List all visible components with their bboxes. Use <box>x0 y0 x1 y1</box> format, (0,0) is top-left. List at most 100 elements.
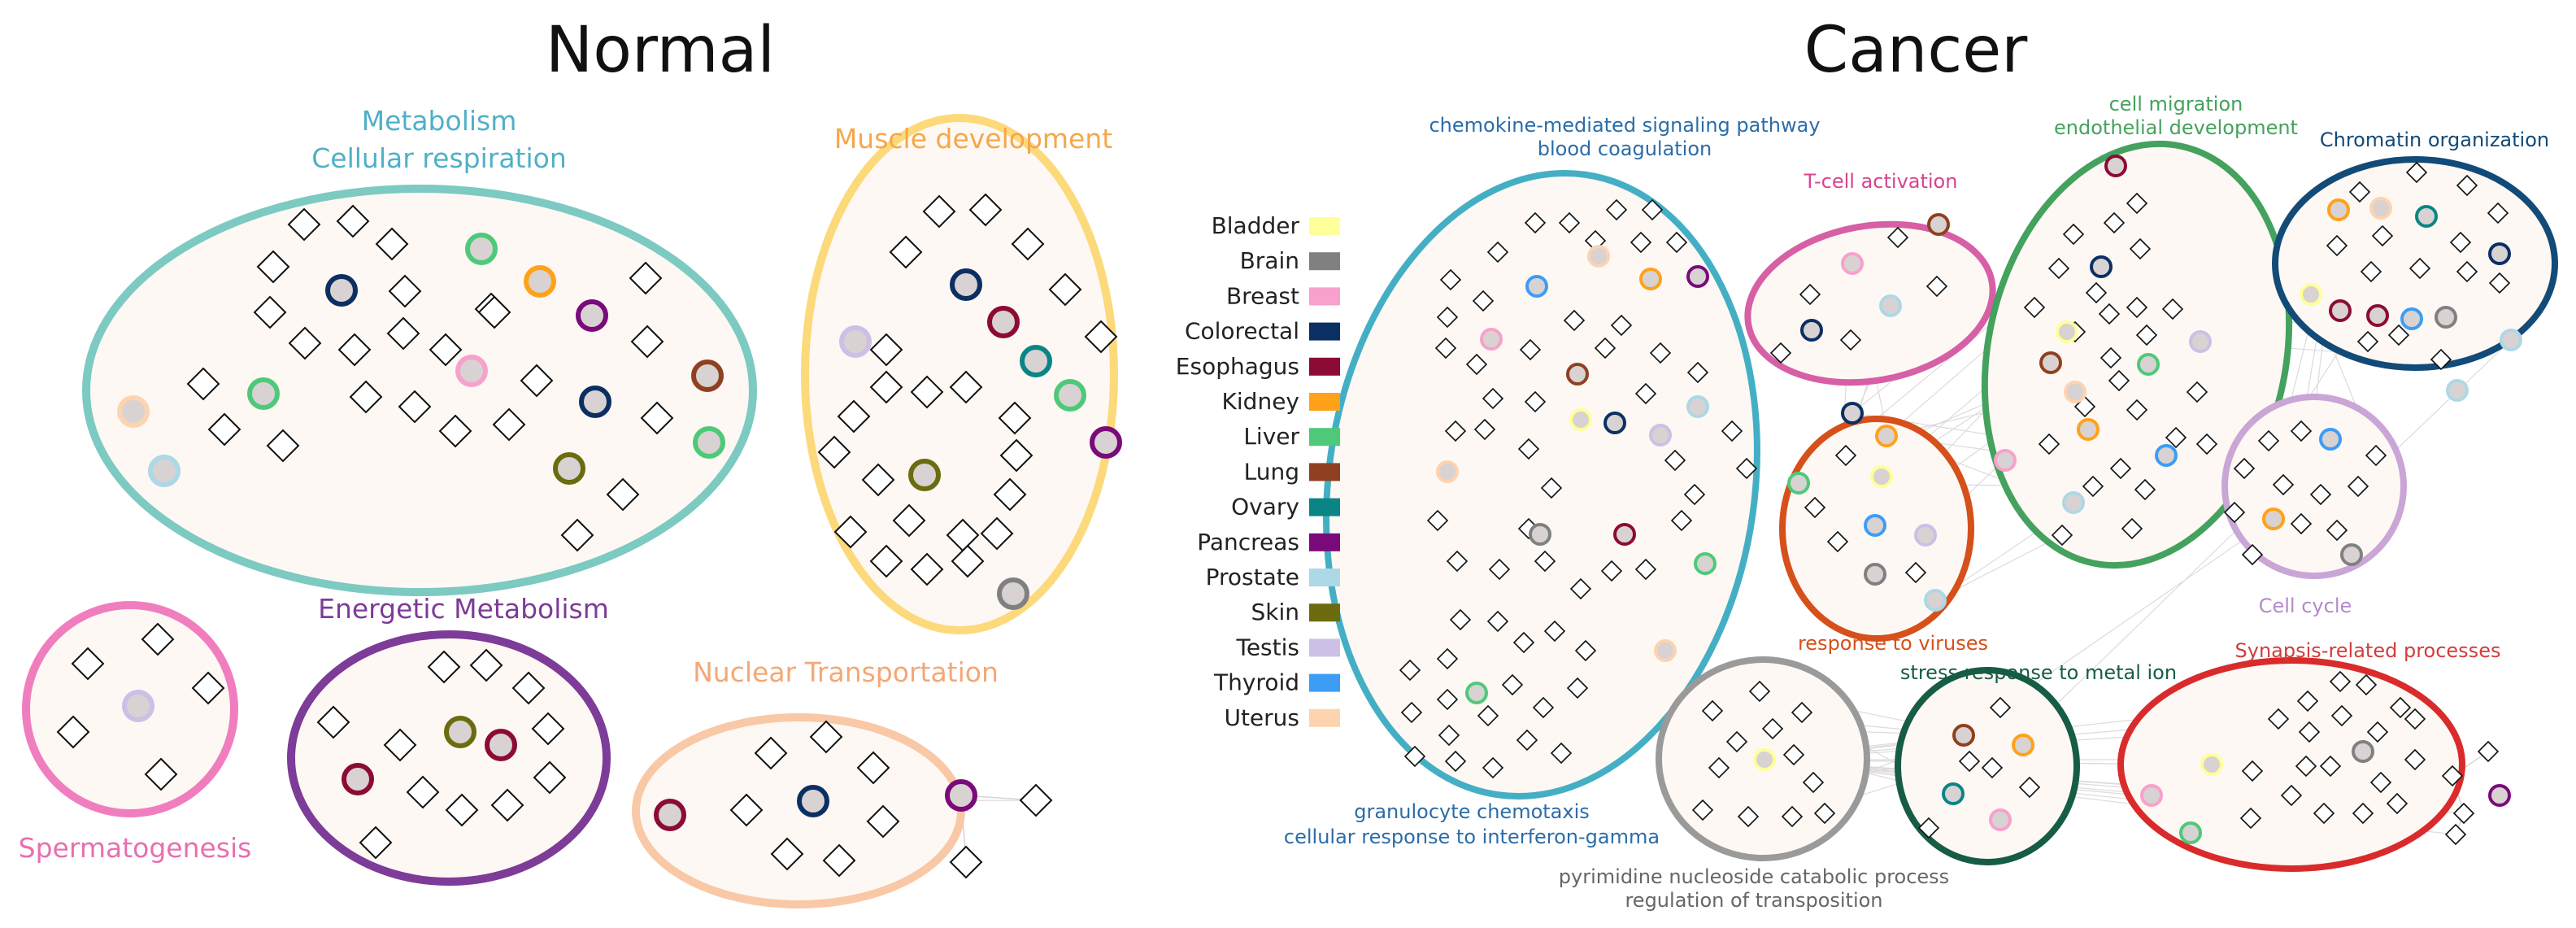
gene-diamond-node <box>2126 192 2148 215</box>
gene-diamond-node <box>892 503 926 538</box>
gene-diamond-node <box>2330 704 2353 727</box>
gene-diamond-node <box>1488 558 1511 581</box>
gene-diamond-node <box>445 793 479 827</box>
tissue-node-liver <box>1465 682 1488 704</box>
gene-diamond-node <box>1517 438 1540 460</box>
cluster-label: chemokine-mediated signaling pathway <box>1429 114 1820 137</box>
cluster-label: pyrimidine nucleoside catabolic process <box>1559 865 1949 888</box>
tissue-node-uterus <box>1654 639 1677 662</box>
gene-diamond-node <box>1400 701 1423 724</box>
gene-diamond-node <box>2329 670 2352 693</box>
tissue-node-lung <box>2039 351 2062 374</box>
gene-diamond-node <box>2267 708 2290 730</box>
gene-diamond-node <box>2295 755 2317 778</box>
tissue-node-uterus <box>1436 460 1459 483</box>
gene-diamond-node <box>968 193 1003 227</box>
gene-diamond-node <box>2456 174 2478 197</box>
legend-label: Ovary <box>1231 494 1299 521</box>
tissue-node-colorectal <box>1841 402 1864 425</box>
gene-diamond-node <box>861 463 895 497</box>
legend-swatch <box>1309 357 1340 376</box>
tissue-node-uterus <box>2064 381 2086 403</box>
tissue-node-colorectal <box>1603 412 1626 434</box>
gene-diamond-node <box>866 804 900 839</box>
cluster-label: Spermatogenesis <box>19 832 252 864</box>
tissue-node-kidney <box>524 265 556 298</box>
gene-diamond-node <box>287 207 321 242</box>
gene-diamond-node <box>492 407 526 442</box>
gene-diamond-node <box>770 837 804 871</box>
gene-diamond-node <box>469 648 503 682</box>
gene-diamond-node <box>2023 296 2046 319</box>
legend-swatch <box>1309 708 1340 727</box>
tissue-node-uterus <box>1587 245 1610 268</box>
cluster-layer <box>22 114 2558 908</box>
tissue-node-pancreas <box>1090 426 1122 459</box>
gene-diamond-node <box>951 544 985 578</box>
tissue-node-esophagus <box>1613 523 1636 546</box>
legend-label: Uterus <box>1224 704 1299 731</box>
gene-diamond-node <box>2186 381 2208 403</box>
gene-diamond-node <box>1472 290 1495 312</box>
gene-diamond-node <box>2456 260 2478 283</box>
tissue-node-brain <box>1864 563 1886 586</box>
tissue-node-prostate <box>2500 329 2522 351</box>
cluster-outline <box>2117 657 2465 872</box>
gene-diamond-node <box>256 250 290 284</box>
tissue-node-testis <box>839 325 872 358</box>
gene-diamond-node <box>1989 696 2012 719</box>
gene-diamond-node <box>729 793 764 827</box>
tissue-node-breast <box>1989 808 2012 831</box>
tissue-node-colorectal <box>579 386 611 418</box>
legend-swatch <box>1309 569 1340 586</box>
gene-diamond-node <box>2082 475 2104 498</box>
gene-diamond-node <box>2109 457 2132 480</box>
gene-diamond-node <box>1748 680 1771 703</box>
legend-label: Skin <box>1251 599 1299 625</box>
cluster-label-layer: Metabolism Cellular respiration Muscle dev… <box>19 93 2549 912</box>
legend-label: Esophagus <box>1176 353 1299 380</box>
gene-diamond-node <box>2241 543 2264 566</box>
gene-diamond-node <box>2272 473 2295 496</box>
gene-diamond-node <box>606 477 640 512</box>
gene-diamond-node <box>2257 429 2280 452</box>
gene-diamond-node <box>1981 756 2004 779</box>
tissue-node-breast <box>1480 328 1503 351</box>
gene-diamond-node <box>429 333 463 367</box>
gene-diamond-node <box>2326 234 2348 257</box>
cluster-label: cell migration <box>2109 93 2243 115</box>
gene-diamond-node <box>1563 309 1586 332</box>
cluster-outline <box>1744 220 1996 386</box>
gene-diamond-node <box>1550 742 1573 765</box>
gene-diamond-node <box>427 650 461 684</box>
cluster-label: cellular response to interferon-gamma <box>1284 826 1660 848</box>
tissue-node-testis <box>122 690 154 722</box>
gene-diamond-node <box>1426 509 1449 532</box>
gene-diamond-node <box>520 364 554 398</box>
gene-diamond-node <box>398 390 432 424</box>
gene-diamond-node <box>2047 257 2070 280</box>
gene-diamond-node <box>2371 224 2394 247</box>
cluster-label: endothelial development <box>2054 116 2298 139</box>
gene-diamond-node <box>1683 483 1706 506</box>
tissue-node-colorectal <box>797 785 829 817</box>
gene-diamond-node <box>910 375 944 409</box>
gene-diamond-node <box>949 845 983 879</box>
gene-diamond-node <box>438 414 472 448</box>
gene-diamond-node <box>910 552 944 586</box>
gene-diamond-node <box>2487 202 2509 224</box>
gene-diamond-node <box>144 757 178 791</box>
gene-diamond-node <box>2165 426 2187 449</box>
gene-diamond-node <box>869 370 903 404</box>
legend-swatch <box>1309 498 1340 516</box>
gene-diamond-node <box>1925 275 1948 298</box>
gene-diamond-node <box>2126 296 2148 319</box>
gene-diamond-node <box>1048 272 1082 307</box>
gene-diamond-node <box>993 477 1027 512</box>
gene-diamond-node <box>253 295 287 329</box>
tissue-node-prostate <box>148 455 181 487</box>
legend-label: Colorectal <box>1185 318 1299 345</box>
gene-diamond-node <box>2352 802 2374 825</box>
gene-diamond-node <box>1802 771 1825 794</box>
tissue-node-liver <box>247 377 280 410</box>
